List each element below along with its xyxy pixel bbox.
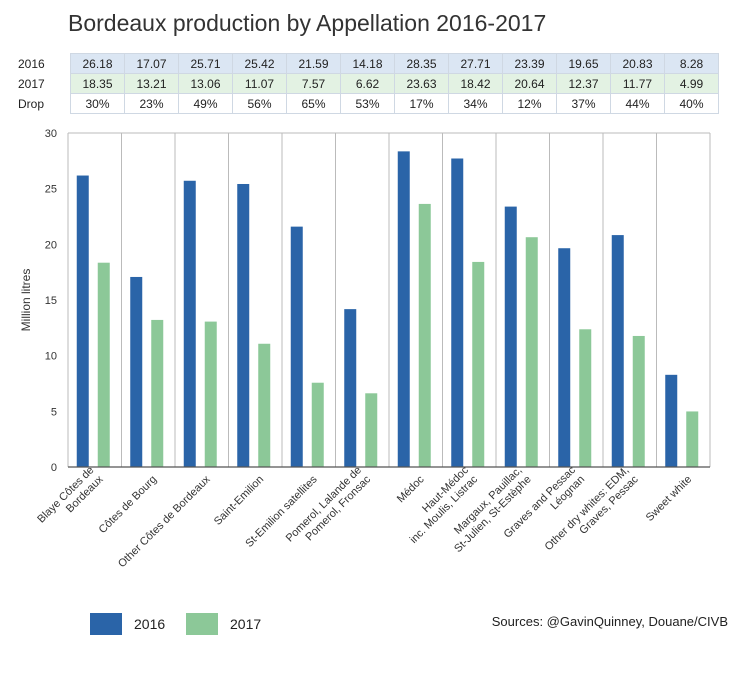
bar-2017 [632, 335, 645, 467]
legend-item-2017: 2017 [186, 613, 261, 635]
table-cell: 23% [124, 93, 179, 114]
legend-swatch-2017 [186, 613, 218, 635]
legend-item-2016: 2016 [90, 613, 165, 635]
legend-swatch-2016 [90, 613, 122, 635]
y-tick-label: 20 [45, 239, 57, 251]
x-tick-label: Blaye Côtes deBordeaux [35, 464, 106, 535]
table-cell: 27.71 [448, 53, 503, 74]
bar-2016 [237, 183, 250, 467]
table-cell: 17.07 [124, 53, 179, 74]
x-tick-label-line: Other Côtes de Bordeaux [116, 473, 213, 570]
bar-2017 [472, 261, 485, 467]
y-axis-label: Million litres [19, 269, 33, 332]
legend-label-2017: 2017 [230, 616, 262, 632]
table-cell: 12.37 [556, 73, 611, 94]
bar-2016 [130, 276, 143, 467]
bar-2016 [665, 374, 678, 467]
table-cell: 11.77 [610, 73, 665, 94]
table-cell: 53% [340, 93, 395, 114]
table-cell: 19.65 [556, 53, 611, 74]
table-cell: 18.35 [70, 73, 125, 94]
table-row: 2017 18.35 13.21 13.06 11.07 7.57 6.62 23.63 18.… [14, 73, 719, 94]
bar-2016 [290, 226, 303, 467]
bar-2017 [204, 321, 217, 467]
bar-2017 [97, 262, 110, 467]
table-cell: 25.42 [232, 53, 287, 74]
table-cell: 13.06 [178, 73, 233, 94]
y-tick-label: 25 [45, 184, 57, 196]
table-cell: 65% [286, 93, 341, 114]
table-cell: 44% [610, 93, 665, 114]
bar-2017 [365, 393, 378, 467]
y-tick-label: 0 [51, 462, 57, 474]
y-tick-label: 10 [45, 351, 57, 363]
table-row-label: 2017 [14, 73, 71, 94]
bar-2017 [525, 237, 538, 467]
table-cell: 23.39 [502, 53, 557, 74]
table-cell: 30% [70, 93, 125, 114]
table-cell: 11.07 [232, 73, 287, 94]
bar-2017 [311, 382, 324, 467]
table-cell: 37% [556, 93, 611, 114]
table-cell: 21.59 [286, 53, 341, 74]
y-tick-label: 30 [45, 128, 57, 140]
y-tick-label: 15 [45, 295, 57, 307]
x-tick-label-line: Saint-Emilion [212, 473, 266, 527]
bar-2017 [418, 203, 431, 468]
table-row-label: 2016 [14, 53, 71, 74]
table-cell: 8.28 [664, 53, 719, 74]
table-cell: 4.99 [664, 73, 719, 94]
bar-2016 [397, 151, 410, 467]
table-cell: 26.18 [70, 53, 125, 74]
x-tick-label-line: Médoc [395, 473, 427, 505]
bar-2016 [76, 175, 89, 467]
bar-2017 [151, 319, 164, 467]
bar-2016 [451, 158, 464, 467]
table-row: 2016 26.18 17.07 25.71 25.42 21.59 14.18 28.35 2… [14, 53, 719, 74]
x-tick-label: Pomerol, Lalande dePomerol, Fronsac [284, 464, 374, 554]
data-table: 2016 26.18 17.07 25.71 25.42 21.59 14.18 28.35 2… [14, 53, 719, 114]
table-cell: 40% [664, 93, 719, 114]
table-cell: 56% [232, 93, 287, 114]
table-cell: 13.21 [124, 73, 179, 94]
x-tick-label-line: Sweet white [644, 473, 694, 523]
table-cell: 23.63 [394, 73, 449, 94]
bar-2016 [558, 248, 571, 467]
chart-title: Bordeaux production by Appellation 2016-… [68, 10, 547, 36]
bar-2016 [183, 180, 196, 467]
bar-2016 [344, 309, 357, 467]
table-cell: 14.18 [340, 53, 395, 74]
table-cell: 34% [448, 93, 503, 114]
table-cell: 12% [502, 93, 557, 114]
x-tick-label: Médoc [395, 473, 427, 505]
bar-2017 [579, 329, 592, 467]
table-row-label: Drop [14, 93, 71, 114]
table-cell: 49% [178, 93, 233, 114]
x-tick-label: Other Côtes de Bordeaux [116, 473, 213, 570]
y-tick-label: 5 [51, 406, 57, 418]
table-row: Drop 30% 23% 49% 56% 65% 53% 17% 34% 12% 37% 44% 40% [14, 93, 719, 114]
source-note: Sources: @GavinQuinney, Douane/CIVB [491, 614, 728, 629]
bar-2016 [611, 235, 624, 467]
x-tick-label: Saint-Emilion [212, 473, 266, 527]
legend-label-2016: 2016 [134, 616, 166, 632]
bar-2017 [686, 411, 699, 467]
bar-2017 [258, 343, 271, 467]
table-cell: 17% [394, 93, 449, 114]
x-tick-label: Sweet white [644, 473, 694, 523]
bar-2016 [504, 206, 517, 467]
